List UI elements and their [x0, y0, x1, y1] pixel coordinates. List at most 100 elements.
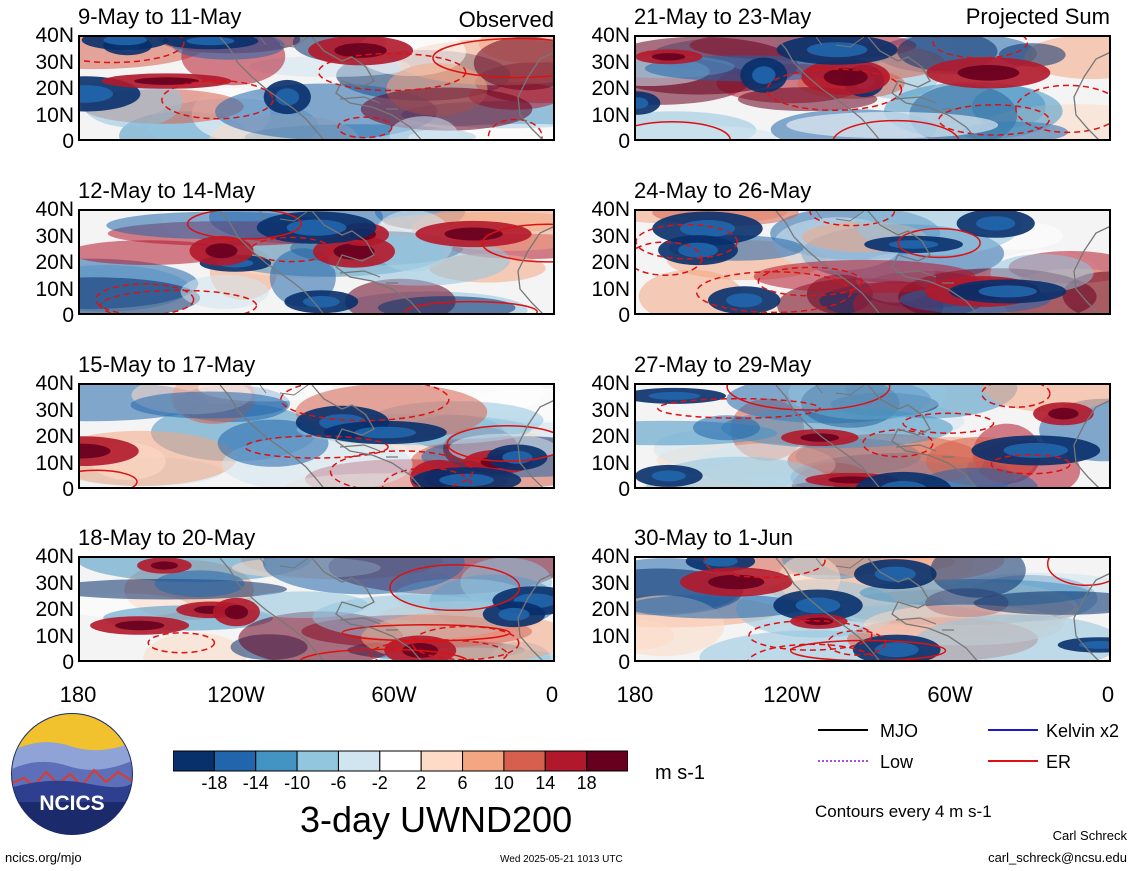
colorbar-label-6: 6 — [457, 773, 468, 793]
y-tick-left-1-1: 30N — [35, 50, 74, 74]
map-field-left-1 — [80, 37, 553, 139]
plot-title: 3-day UWND200 — [300, 799, 573, 840]
map-field-left-3 — [80, 385, 553, 487]
x-tick-0-right: 0 — [1101, 682, 1115, 707]
observed-label: Observed — [458, 7, 554, 32]
y-tick-left-3-4: 0 — [62, 478, 74, 501]
ncics-logo: NCICS — [10, 712, 134, 836]
projected-sum-label: Projected Sum — [965, 4, 1110, 29]
y-tick-right-2-2: 20N — [591, 251, 630, 274]
y-tick-right-3-3: 10N — [591, 451, 630, 475]
y-tick-right-4-0: 40N — [591, 545, 630, 568]
colorbar-label-4: -2 — [371, 773, 388, 793]
colorbar-swatch-5 — [379, 750, 422, 772]
y-tick-left-3-1: 30N — [35, 398, 74, 422]
footer-author: Carl Schreck — [1052, 828, 1127, 843]
y-tick-right-4-4: 0 — [618, 651, 630, 674]
y-tick-left-1-3: 10N — [35, 103, 74, 127]
map-field-left-4 — [80, 558, 553, 660]
panel-title-left-1: 9-May to 11-May — [78, 4, 242, 29]
y-tick-right-1-4: 0 — [618, 130, 630, 153]
colorbar-swatch-3 — [296, 750, 339, 772]
colorbar-swatch-4 — [337, 750, 381, 772]
y-tick-left-2-1: 30N — [35, 224, 74, 248]
y-tick-right-2-4: 0 — [618, 304, 630, 327]
colorbar-swatch-0 — [172, 750, 215, 772]
footer-url[interactable]: ncics.org/mjo — [5, 850, 82, 865]
y-tick-left-3-0: 40N — [35, 372, 74, 395]
y-tick-right-4-3: 10N — [591, 624, 630, 648]
colorbar-label-1: -14 — [242, 773, 269, 793]
colorbar-swatch-9 — [544, 750, 588, 772]
colorbar-swatches — [172, 750, 629, 772]
legend-swatch-kelvin — [988, 729, 1038, 731]
y-tick-right-2-0: 40N — [591, 198, 630, 221]
colorbar-swatch-1 — [213, 750, 257, 772]
y-tick-right-1-2: 20N — [591, 77, 630, 100]
y-tick-right-4-1: 30N — [591, 571, 630, 595]
map-panel-right-3 — [634, 383, 1111, 489]
colorbar-label-9: 18 — [576, 773, 597, 793]
panel-title-right-4: 30-May to 1-Jun — [634, 525, 793, 550]
y-tick-left-3-3: 10N — [35, 451, 74, 475]
map-field-right-1 — [636, 37, 1109, 139]
legend-swatch-er — [988, 760, 1038, 762]
y-tick-right-3-1: 30N — [591, 398, 630, 422]
legend-label-kelvin: Kelvin x2 — [1046, 721, 1120, 741]
legend-label-mjo: MJO — [880, 721, 918, 741]
legend-label-er: ER — [1046, 752, 1072, 772]
y-tick-right-3-0: 40N — [591, 372, 630, 395]
panel-title-left-3: 15-May to 17-May — [78, 352, 256, 377]
x-tick-60w-right: 60W — [927, 682, 973, 707]
colorbar-label-8: 14 — [535, 773, 556, 793]
colorbar-label-7: 10 — [493, 773, 514, 793]
map-field-right-3 — [636, 385, 1109, 487]
y-tick-left-1-2: 20N — [35, 77, 74, 100]
y-tick-right-2-1: 30N — [591, 224, 630, 248]
y-tick-left-2-3: 10N — [35, 277, 74, 301]
y-tick-left-4-1: 30N — [35, 571, 74, 595]
y-tick-right-1-1: 30N — [591, 50, 630, 74]
y-tick-left-1-4: 0 — [62, 130, 74, 153]
footer-timestamp: Wed 2025-05-21 1013 UTC — [500, 854, 623, 865]
colorbar-swatch-10 — [586, 750, 629, 772]
footer-email[interactable]: carl_schreck@ncsu.edu — [988, 850, 1127, 865]
map-panel-right-1 — [634, 35, 1111, 141]
y-tick-left-2-4: 0 — [62, 304, 74, 327]
y-tick-left-4-4: 0 — [62, 651, 74, 674]
x-tick-60w-left: 60W — [371, 682, 417, 707]
colorbar-swatch-6 — [420, 750, 464, 772]
y-tick-left-2-0: 40N — [35, 198, 74, 221]
map-panel-left-3 — [78, 383, 555, 489]
map-panel-left-2 — [78, 209, 555, 315]
logo-text: NCICS — [39, 792, 104, 815]
panel-title-right-2: 24-May to 26-May — [634, 178, 812, 203]
map-panel-left-4 — [78, 556, 555, 662]
colorbar-swatch-7 — [462, 750, 505, 772]
y-tick-left-3-2: 20N — [35, 425, 74, 448]
y-tick-left-4-2: 20N — [35, 598, 74, 621]
map-panel-left-1 — [78, 35, 555, 141]
y-tick-right-4-2: 20N — [591, 598, 630, 621]
y-tick-right-2-3: 10N — [591, 277, 630, 301]
y-tick-right-1-0: 40N — [591, 24, 630, 47]
x-tick-180-right: 180 — [616, 682, 654, 707]
legend-swatch-mjo — [818, 729, 868, 731]
colorbar-swatch-2 — [255, 750, 298, 772]
x-tick-120w-right: 120W — [763, 682, 821, 707]
colorbar-units: m s-1 — [655, 762, 705, 784]
panel-title-right-1: 21-May to 23-May — [634, 4, 812, 29]
colorbar-label-2: -10 — [284, 773, 311, 793]
y-tick-right-3-2: 20N — [591, 425, 630, 448]
y-tick-left-4-0: 40N — [35, 545, 74, 568]
legend-swatch-low — [818, 760, 868, 762]
colorbar-swatch-8 — [503, 750, 546, 772]
colorbar-label-0: -18 — [201, 773, 228, 793]
contour-note: Contours every 4 m s-1 — [815, 802, 992, 821]
colorbar-label-5: 2 — [416, 773, 427, 793]
x-tick-180-left: 180 — [59, 682, 97, 707]
map-field-right-2 — [636, 211, 1109, 313]
colorbar-label-3: -6 — [330, 773, 347, 793]
panel-title-right-3: 27-May to 29-May — [634, 352, 812, 377]
panel-title-left-4: 18-May to 20-May — [78, 525, 256, 550]
